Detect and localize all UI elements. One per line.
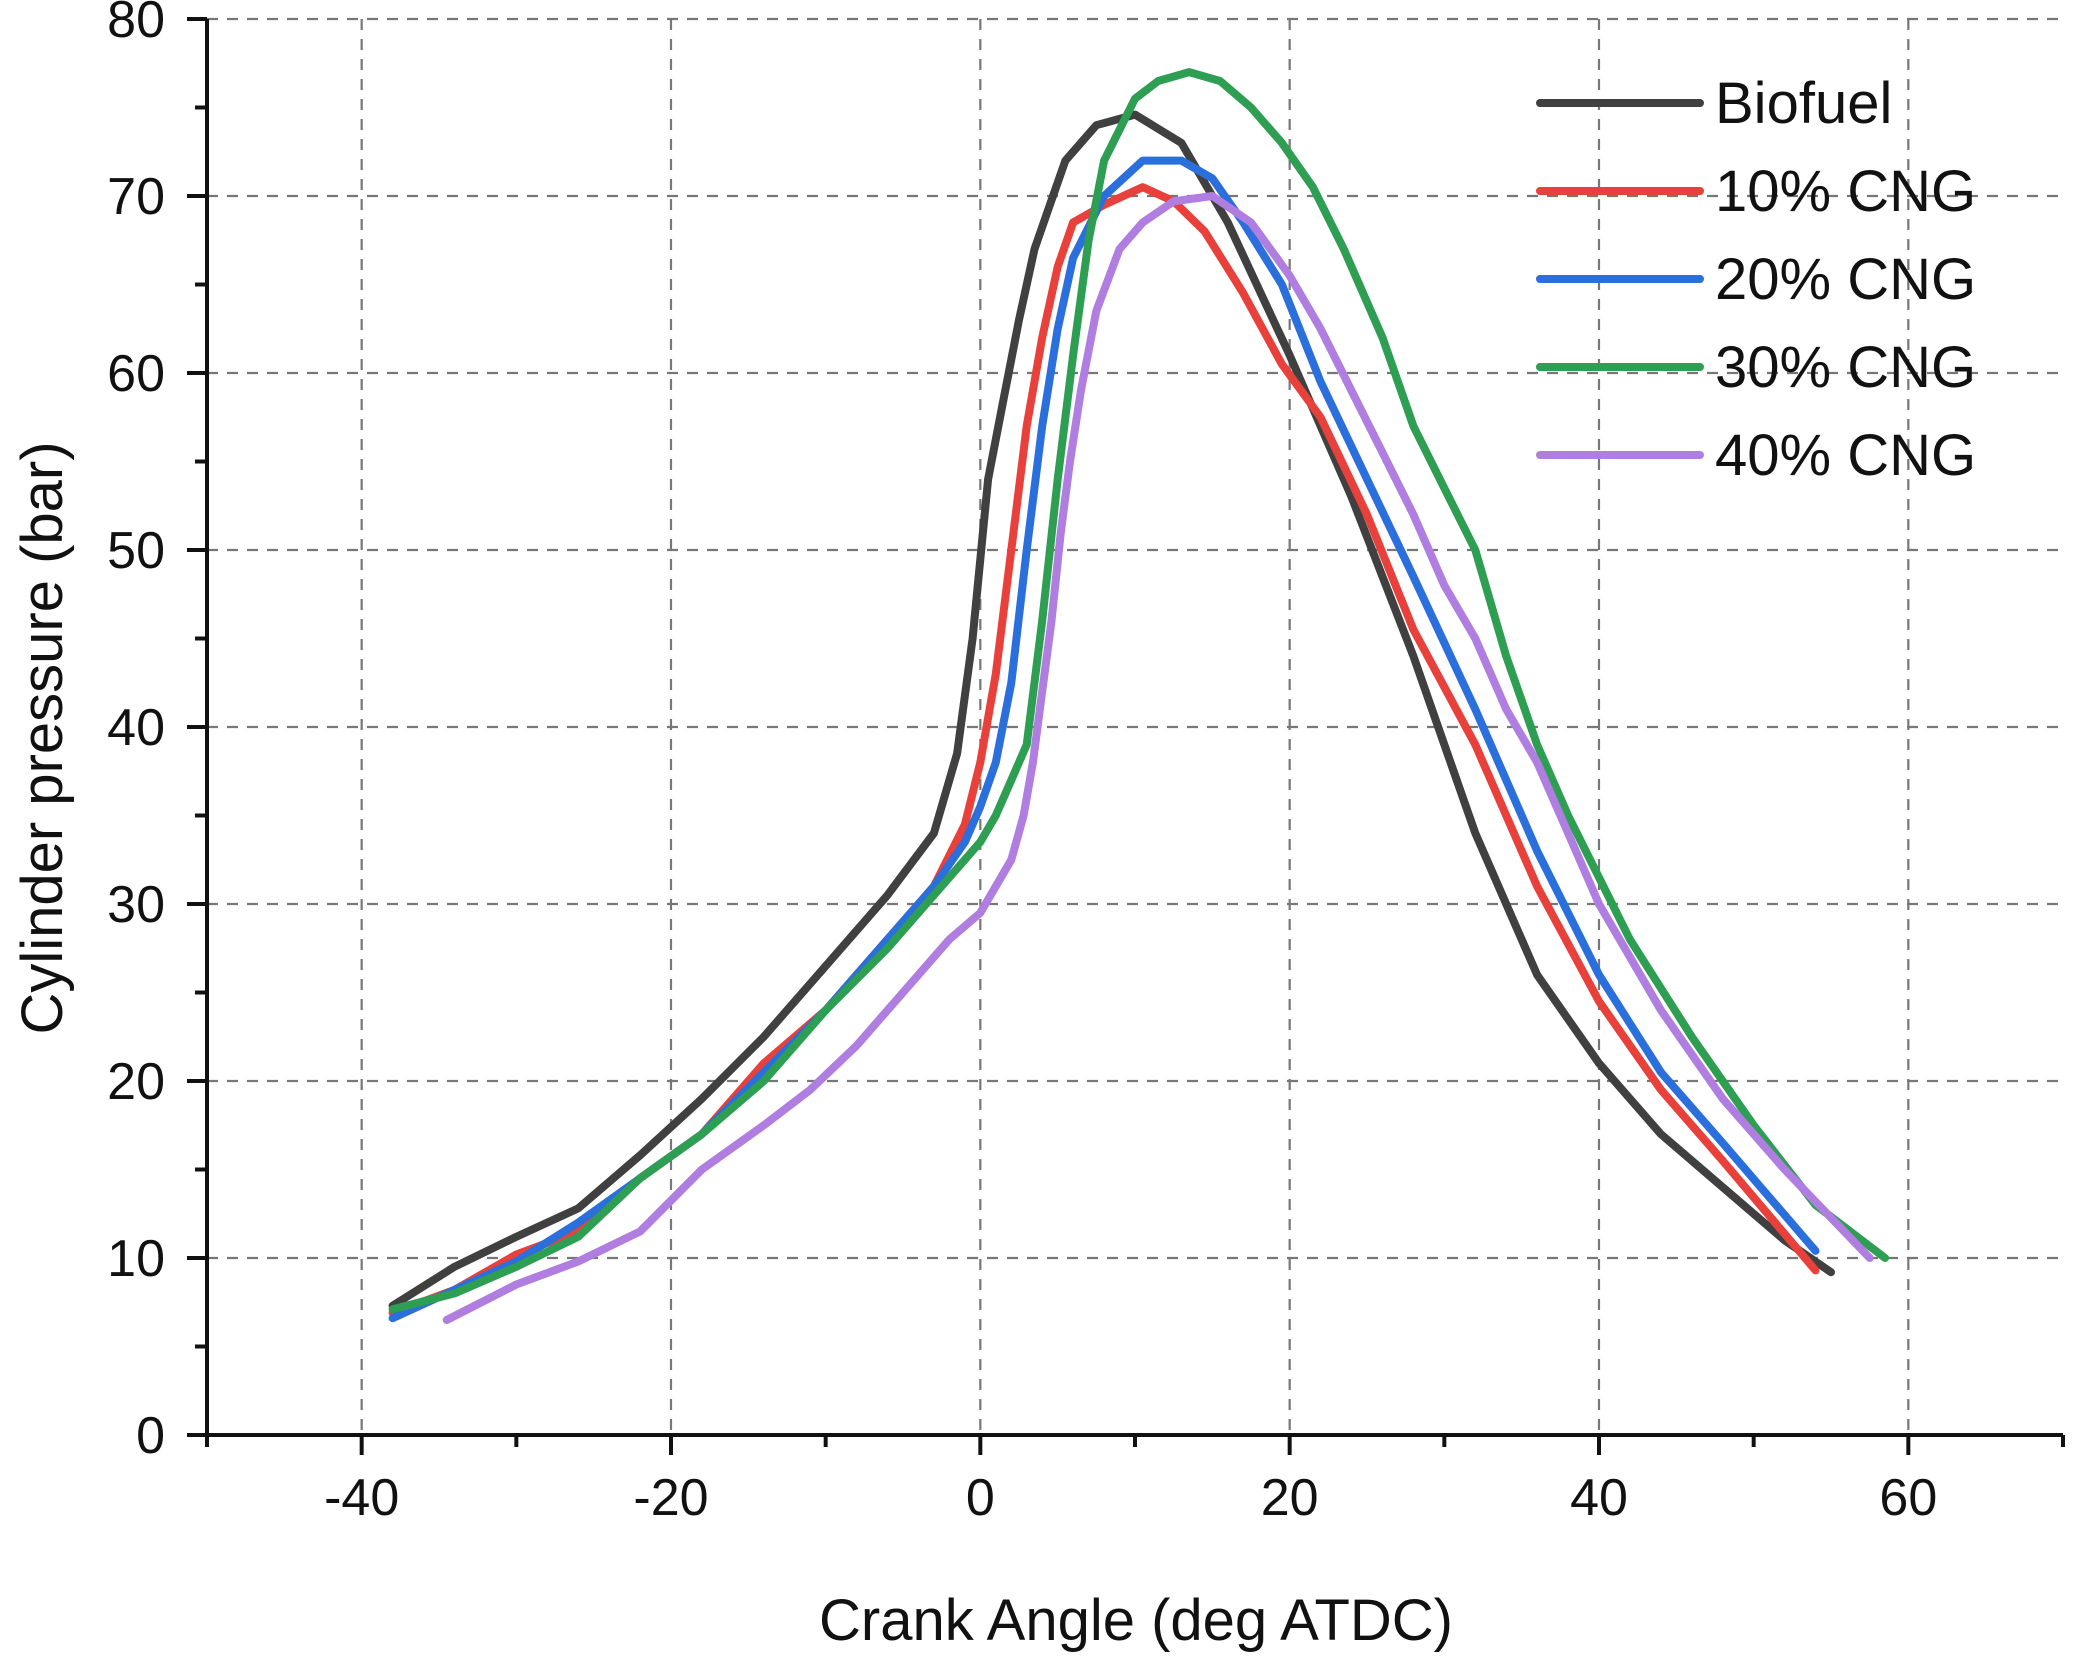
legend: Biofuel 10% CNG 20% CNG 30% CNG 40% CNG bbox=[1536, 71, 1976, 488]
y-tick-label: 60 bbox=[107, 345, 165, 403]
y-tick-label: 0 bbox=[136, 1407, 165, 1465]
y-tick-label: 20 bbox=[107, 1053, 165, 1111]
legend-label-4: 40% CNG bbox=[1715, 423, 1976, 488]
series-line-3 bbox=[388, 68, 1890, 1314]
y-axis-label: Cylinder pressure (bar) bbox=[10, 441, 75, 1034]
legend-label-1: 10% CNG bbox=[1715, 159, 1976, 224]
x-tick-label: 0 bbox=[966, 1469, 995, 1527]
x-tick-label: 60 bbox=[1879, 1469, 1937, 1527]
x-tick-label: 40 bbox=[1570, 1469, 1628, 1527]
legend-label-0: Biofuel bbox=[1715, 71, 1892, 136]
series-line-1 bbox=[388, 183, 1820, 1317]
x-tick-label: -20 bbox=[633, 1469, 708, 1527]
y-tick-label: 10 bbox=[107, 1230, 165, 1288]
series-line-0 bbox=[388, 110, 1835, 1310]
legend-label-3: 30% CNG bbox=[1715, 335, 1976, 400]
y-tick-label: 40 bbox=[107, 699, 165, 757]
y-tick-label: 80 bbox=[107, 0, 165, 49]
y-tick-label: 30 bbox=[107, 876, 165, 934]
series-lines bbox=[388, 68, 1890, 1324]
y-tick-label: 70 bbox=[107, 168, 165, 226]
y-tick-label: 50 bbox=[107, 522, 165, 580]
ticks: -40 -20 0 20 40 60 0 10 20 30 40 50 60 70 80 bbox=[107, 0, 2065, 1527]
series-line-4 bbox=[442, 192, 1874, 1324]
legend-label-2: 20% CNG bbox=[1715, 247, 1976, 312]
series-line-2 bbox=[388, 156, 1820, 1323]
x-axis-label: Crank Angle (deg ATDC) bbox=[819, 1588, 1453, 1653]
x-tick-label: 20 bbox=[1261, 1469, 1319, 1527]
x-tick-label: -40 bbox=[324, 1469, 399, 1527]
